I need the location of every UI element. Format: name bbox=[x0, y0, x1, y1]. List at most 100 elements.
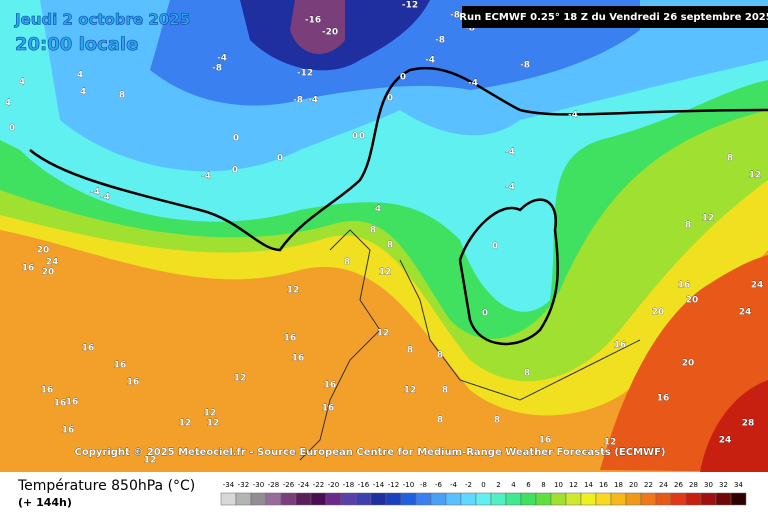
scale-label: 28 bbox=[689, 481, 698, 489]
scale-label: 2 bbox=[496, 481, 500, 489]
scale-label: -18 bbox=[343, 481, 354, 489]
scale-swatch bbox=[520, 492, 537, 506]
contour-label: 12 bbox=[404, 386, 417, 396]
contour-label: 8 bbox=[437, 351, 443, 361]
coastlines bbox=[299, 229, 641, 461]
scale-label: 30 bbox=[704, 481, 713, 489]
contour-label: 0 bbox=[233, 134, 239, 144]
contour-label: 0 bbox=[492, 242, 498, 252]
variable-label: Température 850hPa (°C) bbox=[17, 478, 195, 494]
scale-swatch bbox=[265, 492, 282, 506]
scale-label: 26 bbox=[674, 481, 683, 489]
contour-label: -4 bbox=[308, 96, 318, 106]
scale-label: -12 bbox=[388, 481, 399, 489]
contour-label: -8 bbox=[465, 24, 475, 34]
contour-label: 8 bbox=[494, 416, 500, 426]
contour-label: 24 bbox=[751, 281, 764, 291]
scale-swatch bbox=[670, 492, 687, 506]
lead-time: (+ 144h) bbox=[18, 496, 72, 509]
scale-label: -22 bbox=[313, 481, 324, 489]
contour-label: -8 bbox=[520, 61, 530, 71]
contour-label: 8 bbox=[387, 241, 393, 251]
run-box bbox=[462, 6, 768, 28]
scale-label: -2 bbox=[465, 481, 472, 489]
scale-label: 0 bbox=[481, 481, 485, 489]
scale-swatch bbox=[535, 492, 552, 506]
scale-label: -20 bbox=[328, 481, 339, 489]
scale-label: -14 bbox=[373, 481, 385, 489]
scale-swatch bbox=[580, 492, 597, 506]
scale-swatch bbox=[715, 492, 732, 506]
scale-label: 10 bbox=[554, 481, 563, 489]
contour-label: -4 bbox=[425, 56, 435, 66]
contour-label: 16 bbox=[54, 399, 67, 409]
contour-label: 16 bbox=[657, 394, 670, 404]
zone-darkred bbox=[700, 380, 768, 472]
scale-swatch bbox=[415, 492, 432, 506]
scale-label: -32 bbox=[238, 481, 249, 489]
contour-label: 24 bbox=[739, 308, 752, 318]
scale-label: -16 bbox=[358, 481, 370, 489]
contour-label: -8 bbox=[450, 11, 460, 21]
contour-label: 8 bbox=[727, 154, 733, 164]
contour-label: 16 bbox=[114, 361, 127, 371]
contour-label: -8 bbox=[212, 64, 222, 74]
contour-label: 0 bbox=[359, 132, 365, 142]
contour-label: 0 bbox=[387, 94, 393, 104]
scale-swatch bbox=[310, 492, 327, 506]
map-labels: -12-8-8-8-16-20-12-8 -4-8-4-40-4-844 84400… bbox=[5, 0, 764, 465]
contour-label: 16 bbox=[82, 344, 95, 354]
contour-label: 20 bbox=[42, 268, 55, 278]
contour-label: 12 bbox=[702, 214, 715, 224]
contour-label: 20 bbox=[682, 359, 695, 369]
scale-swatch bbox=[730, 492, 747, 506]
contour-label: 0 bbox=[9, 124, 15, 134]
contour-label: 20 bbox=[37, 246, 50, 256]
contour-label: 8 bbox=[370, 226, 376, 236]
contour-label: 16 bbox=[614, 341, 627, 351]
scale-label: 8 bbox=[541, 481, 545, 489]
contour-label: 0 bbox=[400, 73, 406, 83]
scale-label: 22 bbox=[644, 481, 653, 489]
scale-label: -6 bbox=[435, 481, 443, 489]
scale-label: -8 bbox=[420, 481, 427, 489]
contour-label: 20 bbox=[686, 296, 699, 306]
color-scale: -34 -32 -30 -28 -26 -24 -22 -20 -18 -16 -14 -12 -10-… bbox=[220, 481, 747, 506]
contour-label: 16 bbox=[292, 354, 305, 364]
scale-swatch bbox=[565, 492, 582, 506]
contour-label: 24 bbox=[46, 258, 59, 268]
contour-label: 8 bbox=[407, 346, 413, 356]
run-info: Run ECMWF 0.25° 18 Z du Vendredi 26 sept… bbox=[459, 12, 768, 23]
contour-label: 0 bbox=[232, 166, 238, 176]
copyright: Copyright © 2025 Meteociel.fr - Source E… bbox=[75, 447, 666, 458]
scale-swatch bbox=[355, 492, 372, 506]
contour-label: 16 bbox=[62, 426, 75, 436]
scale-label: -4 bbox=[450, 481, 458, 489]
scale-swatch bbox=[340, 492, 357, 506]
contour-label: 16 bbox=[539, 436, 552, 446]
scale-swatch bbox=[235, 492, 252, 506]
scale-swatch bbox=[385, 492, 402, 506]
contour-label: 12 bbox=[604, 438, 617, 448]
scale-swatch bbox=[655, 492, 672, 506]
contour-label: -8 bbox=[293, 96, 303, 106]
contour-label: 8 bbox=[437, 416, 443, 426]
scale-label: -28 bbox=[268, 481, 279, 489]
contour-label: 16 bbox=[66, 398, 79, 408]
scale-swatch bbox=[490, 492, 507, 506]
contour-label: 16 bbox=[678, 281, 691, 291]
scale-swatch bbox=[220, 492, 237, 506]
scale-swatch bbox=[445, 492, 462, 506]
contour-label: 12 bbox=[749, 171, 762, 181]
scale-swatch bbox=[475, 492, 492, 506]
scale-label: -24 bbox=[298, 481, 310, 489]
scale-swatch bbox=[460, 492, 477, 506]
scale-swatch bbox=[505, 492, 522, 506]
contour-label: 12 bbox=[179, 419, 192, 429]
scale-label: 20 bbox=[629, 481, 638, 489]
contour-label: 12 bbox=[207, 419, 220, 429]
scale-swatch bbox=[550, 492, 567, 506]
contour-label: 8 bbox=[119, 91, 125, 101]
